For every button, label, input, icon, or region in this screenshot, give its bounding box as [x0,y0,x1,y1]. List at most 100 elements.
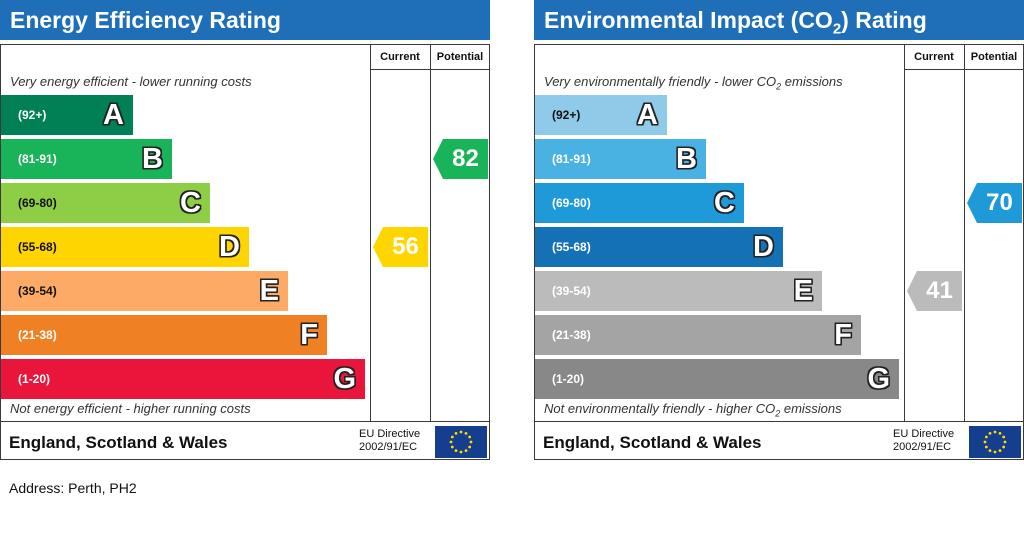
potential-rating-arrow: 82 [433,139,488,179]
band-letter: B [676,143,697,175]
eu-flag-icon [435,426,487,458]
eu-star [459,450,463,454]
energy-efficiency-panel: Energy Efficiency Rating Current Potenti… [0,0,490,460]
band-c: (69-80) C [1,183,210,223]
eu-star [454,449,458,453]
current-column-header: Current [380,51,420,63]
eu-directive: EU Directive 2002/91/EC [893,428,954,454]
eu-star [993,450,997,454]
energy-panel-title: Energy Efficiency Rating [0,0,490,40]
band-letter: E [259,275,279,307]
top-note-prefix: Very environmentally friendly - lower CO [544,74,777,89]
band-letter: D [753,231,774,263]
eu-star [984,445,988,449]
band-range-label: (92+) [18,108,47,122]
current-arrow-shape [373,227,428,267]
eu-star [1003,440,1007,444]
eu-star [998,431,1002,435]
band-range-label: (1-20) [552,372,585,386]
eu-star [988,449,992,453]
band-b: (81-91) B [1,139,172,179]
band-range-label: (1-20) [18,372,51,386]
top-note: Very energy efficient - lower running co… [10,74,252,89]
band-f: (21-38) F [1,315,327,355]
current-arrow-shape [907,271,962,311]
band-range-label: (69-80) [552,196,591,210]
environmental-title-suffix: ) Rating [841,7,927,33]
energy-chart-box: Current Potential Very energy efficient … [0,44,490,460]
top-note-suffix: emissions [781,74,843,89]
eu-star [984,435,988,439]
potential-column-divider [964,45,965,421]
eu-star [454,431,458,435]
eu-directive: EU Directive 2002/91/EC [359,428,420,454]
eu-star [450,435,454,439]
eu-star [469,440,473,444]
property-address: Address: Perth, PH2 [9,480,137,496]
eu-star [449,440,453,444]
potential-column-divider [430,45,431,421]
band-range-label: (55-68) [552,240,591,254]
top-note-sub: 2 [776,81,782,92]
eu-directive-line2: 2002/91/EC [359,441,418,453]
potential-arrow-shape [433,139,488,179]
band-range-label: (21-38) [552,328,591,342]
band-letter: G [333,363,356,395]
column-header-rule [370,69,490,70]
band-range-label: (39-54) [552,284,591,298]
potential-column-header: Potential [970,51,1018,63]
eu-directive-line1: EU Directive [893,428,955,440]
eu-star [988,431,992,435]
country-label: England, Scotland & Wales [9,433,228,452]
eu-flag-icon [969,426,1021,458]
band-range-label: (81-91) [552,152,591,166]
band-d: (55-68) D [1,227,249,267]
band-range-label: (39-54) [18,284,57,298]
band-b: (81-91) B [535,139,706,179]
band-d: (55-68) D [535,227,783,267]
eu-star [1002,445,1006,449]
footer-rule [535,421,1023,422]
band-g: (1-20) G [1,359,365,399]
environmental-panel-title: Environmental Impact (CO2) Rating [534,0,1024,40]
eu-star [468,445,472,449]
current-rating-arrow: 41 [907,271,962,311]
band-range-label: (92+) [552,108,581,122]
band-letter: A [637,99,658,131]
current-column-divider [370,45,371,421]
bottom-note-suffix: emissions [780,401,842,416]
eu-star [983,440,987,444]
band-letter: E [793,275,813,307]
band-a: (92+) A [535,95,667,135]
band-letter: A [103,99,124,131]
eu-star [450,445,454,449]
band-g: (1-20) G [535,359,899,399]
environmental-title-sub: 2 [832,20,842,38]
eu-star [1002,435,1006,439]
band-range-label: (81-91) [18,152,57,166]
band-f: (21-38) F [535,315,861,355]
band-letter: F [834,319,852,351]
band-letter: D [219,231,240,263]
environmental-title-prefix: Environmental Impact (CO [544,7,833,33]
band-letter: B [142,143,163,175]
current-column-header: Current [914,51,954,63]
eu-star [998,449,1002,453]
eu-directive-line1: EU Directive [359,428,421,440]
potential-rating-arrow: 70 [967,183,1022,223]
band-c: (69-80) C [535,183,744,223]
eu-star [468,435,472,439]
band-letter: C [180,187,201,219]
environmental-impact-panel: Environmental Impact (CO2) Rating Curren… [534,0,1024,460]
potential-column-header: Potential [436,51,484,63]
potential-arrow-shape [967,183,1022,223]
band-e: (39-54) E [535,271,822,311]
eu-star [464,431,468,435]
column-header-rule [904,69,1024,70]
eu-star [993,430,997,434]
band-range-label: (55-68) [18,240,57,254]
potential-rating-value: 82 [452,145,479,172]
current-rating-value: 41 [926,277,953,304]
current-rating-value: 56 [392,233,419,260]
band-a: (92+) A [1,95,133,135]
